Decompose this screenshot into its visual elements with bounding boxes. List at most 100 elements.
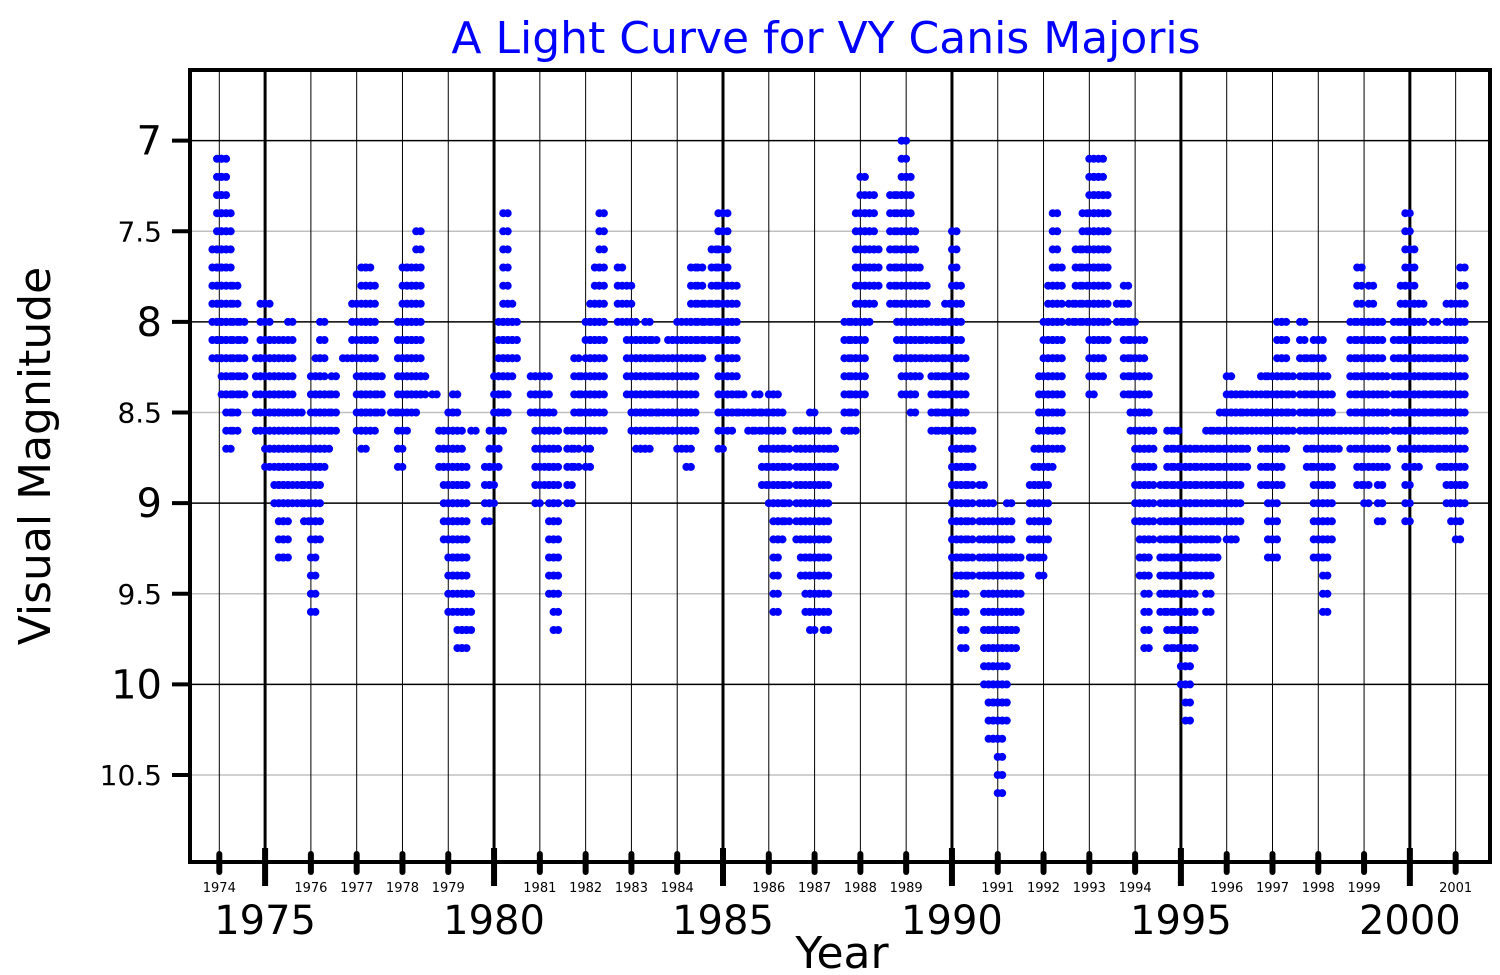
data-point	[1364, 481, 1373, 489]
data-point	[1378, 481, 1387, 489]
data-point	[723, 209, 732, 218]
data-point	[1144, 626, 1153, 634]
data-point	[226, 245, 235, 254]
data-point	[1144, 408, 1153, 417]
data-point	[739, 390, 748, 399]
data-point	[311, 589, 320, 598]
data-point	[732, 317, 741, 326]
data-point	[416, 227, 425, 236]
x-minor-tick-label: 1999	[1348, 881, 1381, 896]
data-point	[283, 553, 292, 562]
data-point	[599, 354, 608, 363]
data-point	[370, 281, 379, 290]
data-point	[1327, 499, 1336, 508]
data-points	[208, 136, 1469, 798]
data-point	[332, 426, 340, 435]
data-point	[1149, 499, 1158, 508]
data-point	[567, 481, 576, 489]
data-point	[1460, 281, 1469, 290]
data-point	[1044, 517, 1052, 526]
data-point	[512, 317, 521, 326]
data-point	[618, 263, 627, 272]
data-point	[865, 317, 874, 326]
data-point	[1323, 571, 1332, 580]
data-point	[1103, 281, 1112, 290]
data-point	[1190, 644, 1199, 653]
data-point	[554, 535, 563, 544]
data-point	[554, 517, 563, 526]
y-tick-label: 9.5	[117, 578, 162, 611]
data-point	[824, 535, 833, 544]
data-point	[1410, 245, 1419, 254]
x-major-tick-label: 1975	[214, 898, 316, 944]
data-point	[1007, 517, 1016, 526]
data-point	[1149, 535, 1158, 544]
data-point	[1057, 299, 1066, 308]
data-point	[728, 426, 737, 435]
x-major-tick-label: 1995	[1130, 898, 1232, 944]
data-point	[824, 571, 833, 580]
data-point	[785, 462, 794, 471]
data-point	[1460, 444, 1469, 453]
data-point	[1144, 553, 1153, 562]
data-point	[1382, 444, 1391, 453]
data-point	[554, 462, 563, 471]
data-point	[998, 789, 1007, 798]
data-point	[370, 317, 379, 326]
data-point	[1277, 481, 1286, 489]
data-point	[1057, 336, 1066, 344]
data-point	[1149, 481, 1158, 489]
data-point	[574, 462, 583, 471]
data-point	[755, 390, 764, 399]
data-point	[778, 408, 787, 417]
data-point	[1044, 535, 1052, 544]
data-point	[860, 372, 869, 381]
data-point	[957, 317, 965, 326]
data-point	[240, 390, 249, 399]
data-point	[265, 317, 274, 326]
data-point	[1300, 336, 1309, 344]
data-point	[1103, 299, 1112, 308]
data-point	[416, 263, 425, 272]
data-point	[1282, 317, 1291, 326]
data-point	[824, 426, 833, 435]
data-point	[1206, 571, 1215, 580]
data-point	[1419, 317, 1428, 326]
data-point	[462, 553, 471, 562]
data-point	[1282, 444, 1291, 453]
data-point	[851, 426, 860, 435]
data-point	[567, 499, 576, 508]
data-point	[851, 408, 860, 417]
data-point	[627, 299, 636, 308]
data-point	[490, 499, 498, 508]
data-point	[265, 299, 274, 308]
data-point	[467, 589, 476, 598]
data-point	[691, 390, 700, 399]
data-point	[1124, 281, 1133, 290]
data-point	[1016, 589, 1025, 598]
x-minor-tick-label: 1977	[340, 881, 373, 896]
data-point	[1149, 444, 1158, 453]
data-point	[961, 626, 970, 634]
data-point	[1053, 209, 1062, 218]
data-point	[1103, 227, 1112, 236]
data-point	[831, 444, 840, 453]
data-point	[1039, 553, 1048, 562]
x-minor-tick-label: 1987	[798, 881, 831, 896]
data-point	[961, 372, 970, 381]
data-point	[874, 281, 883, 290]
data-point	[503, 390, 512, 399]
data-point	[398, 444, 407, 453]
data-point	[1002, 716, 1011, 725]
data-point	[512, 354, 521, 363]
data-point	[599, 245, 608, 254]
data-point	[1460, 354, 1469, 363]
x-minor-tick-label: 1983	[615, 881, 648, 896]
data-point	[311, 553, 320, 562]
data-point	[599, 263, 608, 272]
data-point	[503, 227, 512, 236]
data-point	[233, 281, 242, 290]
x-axis-label: Year	[794, 928, 889, 975]
data-point	[824, 499, 833, 508]
